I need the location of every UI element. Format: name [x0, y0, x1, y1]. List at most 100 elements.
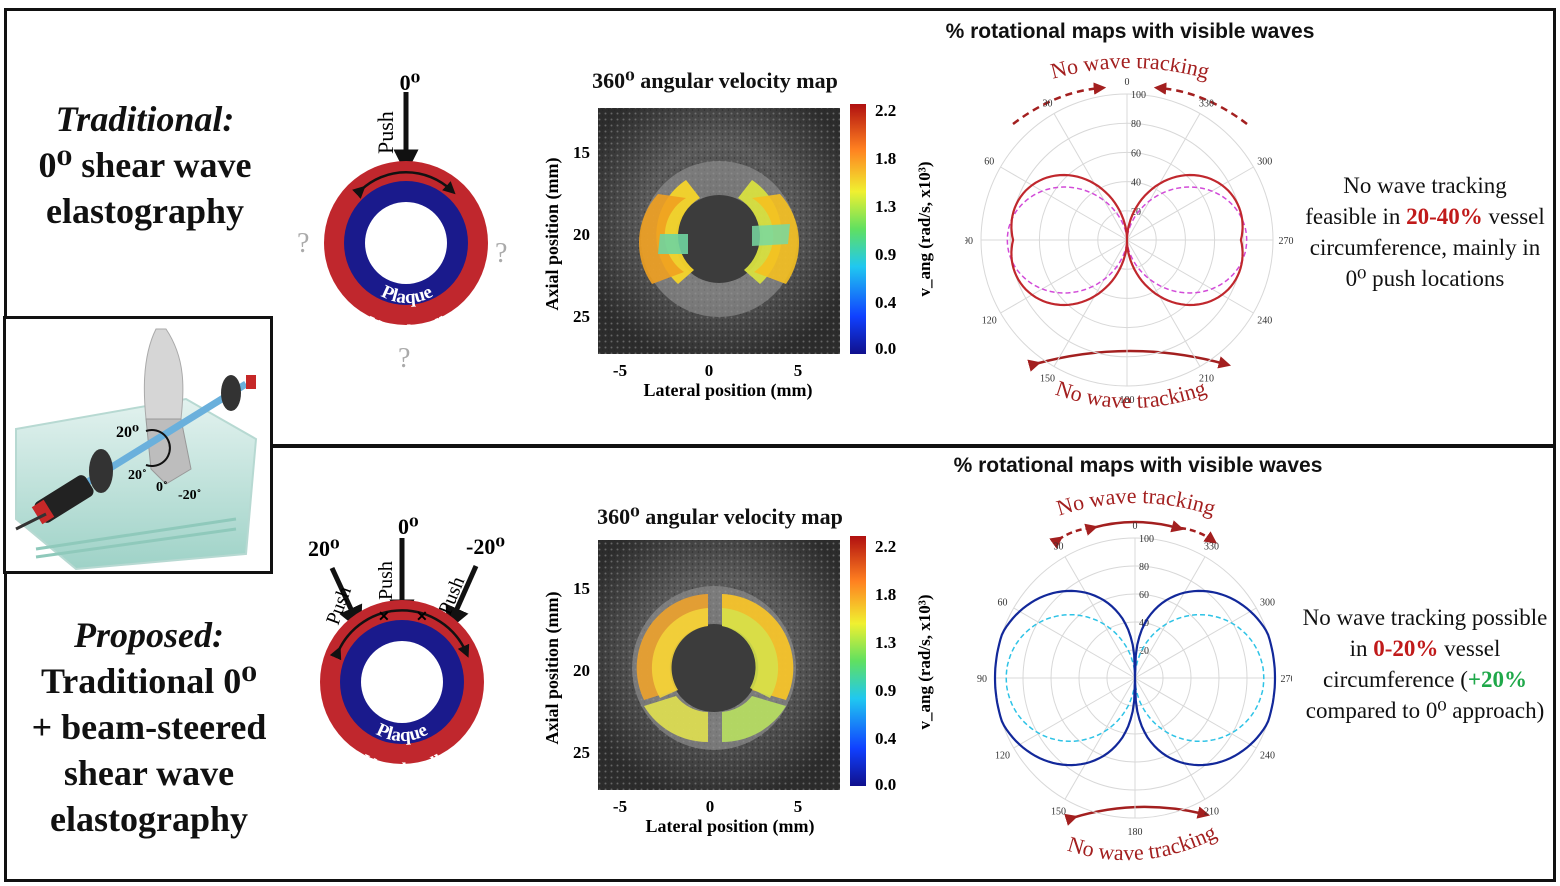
bottom-polar-angle-label: 30 [1054, 541, 1064, 552]
proposed-line3: shear wave [63, 753, 235, 793]
proposed-label: Proposed: [74, 615, 224, 655]
bottom-cbar-tick-4: 0.4 [875, 729, 897, 748]
top-polar-angle-label: 240 [1257, 316, 1272, 327]
bottom-polar-angle-label: 120 [995, 751, 1010, 762]
bottom-cbar-tick-2: 1.3 [875, 633, 896, 652]
bottom-method-title: Proposed: Traditional 0⁰ + beam-steered … [6, 612, 292, 842]
setup-angle-20-b: 20˚ [128, 468, 147, 483]
top-polar-spoke [1000, 166, 1128, 241]
top-push-label: Push [373, 111, 398, 154]
top-push-angle: 0⁰ [400, 70, 421, 95]
bottom-polar-angle-label: 270 [1281, 674, 1293, 685]
top-question-bottom: ? [398, 343, 410, 374]
bottom-push-angle-center: 0⁰ [398, 514, 419, 539]
top-polar-spoke [1126, 239, 1201, 367]
setup-angle-m20: -20˚ [178, 488, 201, 503]
top-polar-angle-label: 0 [1125, 77, 1130, 88]
top-velocity-map: 15 20 25 Axial position (mm) -5 0 5 Late… [542, 101, 934, 401]
top-x-tick-0: 0 [705, 361, 714, 380]
bottom-polar-chart: No wave tracking 0 30 60 90 120 150 180 210 240 2… [977, 488, 1292, 865]
top-question-right: ? [495, 238, 507, 269]
bottom-cbar-tick-3: 0.9 [875, 681, 896, 700]
bottom-polar-radial-label: 80 [1139, 562, 1149, 573]
top-polar-radial-label: 80 [1131, 119, 1141, 130]
bottom-cbar-tick-5: 0.0 [875, 775, 896, 794]
top-question-left: ? [297, 228, 309, 259]
traditional-label: Traditional: [55, 99, 235, 139]
top-x-label: Lateral position (mm) [644, 380, 813, 401]
top-summary-pct: 20-40% [1406, 204, 1483, 229]
bottom-rot-title: % rotational maps with visible waves [953, 454, 1323, 477]
bottom-y-tick-25: 25 [573, 743, 590, 762]
top-no-wave-bottom: No wave tracking [1053, 375, 1209, 413]
top-summary-pre: No wave tracking feasible in [1305, 173, 1507, 229]
top-no-wave-top: No wave tracking [1048, 58, 1212, 84]
top-summary: No wave tracking feasible in 20-40% vess… [1305, 170, 1545, 294]
proposed-line2: + beam-steered [31, 707, 267, 747]
bottom-summary-post: compared to 0⁰ approach) [1305, 698, 1545, 723]
top-polar-angle-label: 150 [1040, 374, 1055, 385]
bottom-cbar-label: v_ang (rad/s, x10³) [915, 595, 934, 730]
bottom-push-angle-right: -20⁰ [466, 534, 505, 559]
bottom-velocity-map: 15 20 25 Axial position (mm) -5 0 5 Late… [542, 536, 934, 837]
top-method-title: Traditional: 0⁰ shear wave elastography [10, 96, 280, 234]
top-cbar-tick-0: 2.2 [875, 101, 896, 120]
top-polar-spoke [1053, 239, 1128, 367]
top-map-title: 360⁰ angular velocity map [592, 68, 838, 93]
bottom-summary-mid: vessel circumference ( [1322, 636, 1501, 692]
bottom-polar-radial-label: 100 [1139, 534, 1154, 545]
bottom-summary-pct: 0-20% [1373, 636, 1439, 661]
svg-text:✕: ✕ [416, 610, 428, 625]
top-polar-grid: 0 30 60 90 120 150 180 210 240 270 300 330 20 40 60 80 1… [965, 77, 1294, 406]
top-cbar-tick-5: 0.0 [875, 339, 896, 358]
top-rot-title: % rotational maps with visible waves [945, 20, 1315, 43]
setup-angle-0: 0˚ [156, 480, 168, 495]
bottom-polar-grid: 0306090120150180210240270300330204060801… [977, 521, 1292, 838]
top-polar-solid-series [1010, 173, 1244, 307]
top-cbar-tick-1: 1.8 [875, 149, 896, 168]
top-polar-angle-label: 30 [1043, 98, 1053, 109]
top-polar-radial-label: 40 [1131, 178, 1141, 189]
top-polar-spoke [1000, 239, 1128, 314]
bottom-polar-radial-label: 60 [1139, 590, 1149, 601]
top-polar-angle-label: 210 [1199, 374, 1214, 385]
bottom-summary-pre: No wave tracking possible in [1302, 605, 1548, 661]
bottom-no-wave-bottom: No wave tracking [1065, 819, 1220, 865]
bottom-x-label: Lateral position (mm) [646, 816, 815, 837]
traditional-line2: elastography [46, 191, 244, 231]
top-polar-spoke [1126, 166, 1254, 241]
bottom-polar-solid-series [993, 589, 1277, 767]
bottom-y-tick-15: 15 [573, 579, 590, 598]
bottom-polar-spoke [1013, 607, 1136, 679]
top-polar-spoke [1126, 113, 1201, 241]
top-polar-radial-label: 100 [1131, 90, 1146, 101]
bottom-y-label: Axial position (mm) [542, 591, 563, 744]
top-y-tick-25: 25 [573, 307, 590, 326]
bottom-polar-angle-label: 90 [977, 674, 987, 685]
top-polar-angle-label: 60 [984, 157, 994, 168]
top-vessel-schematic: 0⁰ Push Plaque Vessel wall ? ? ? [297, 70, 507, 374]
top-polar-angle-label: 180 [1120, 395, 1135, 406]
top-polar-spoke [1053, 113, 1128, 241]
bottom-polar-spoke [1134, 677, 1257, 749]
setup-illustration: 20⁰ 20˚ 0˚ -20˚ [15, 328, 258, 571]
bottom-push-label-center: Push [375, 561, 397, 600]
bottom-x-tick-0: 0 [706, 797, 715, 816]
traditional-line1: 0⁰ shear wave [38, 145, 252, 185]
setup-angle-20-a: 20⁰ [116, 424, 139, 441]
bottom-polar-angle-label: 180 [1128, 827, 1143, 838]
bottom-panel-frame [4, 444, 1556, 882]
top-x-tick-m5: -5 [613, 361, 627, 380]
bottom-polar-radial-label: 20 [1139, 646, 1149, 657]
bottom-vessel-schematic: 20⁰ 0⁰ -20⁰ Push Push Push ✕ ✕ Plaque Ve… [308, 514, 505, 781]
top-polar-radial-label: 20 [1131, 207, 1141, 218]
top-x-tick-5: 5 [794, 361, 803, 380]
bottom-x-tick-5: 5 [794, 797, 803, 816]
top-summary-post: vessel circumference, mainly in 0⁰ push … [1309, 204, 1545, 291]
top-y-label: Axial position (mm) [542, 157, 563, 310]
top-polar-angle-label: 90 [965, 236, 973, 247]
bottom-polar-spoke [1064, 556, 1136, 679]
bottom-map-title: 360⁰ angular velocity map [597, 504, 843, 529]
bottom-polar-spoke [1134, 677, 1206, 800]
svg-text:✕: ✕ [378, 610, 390, 625]
